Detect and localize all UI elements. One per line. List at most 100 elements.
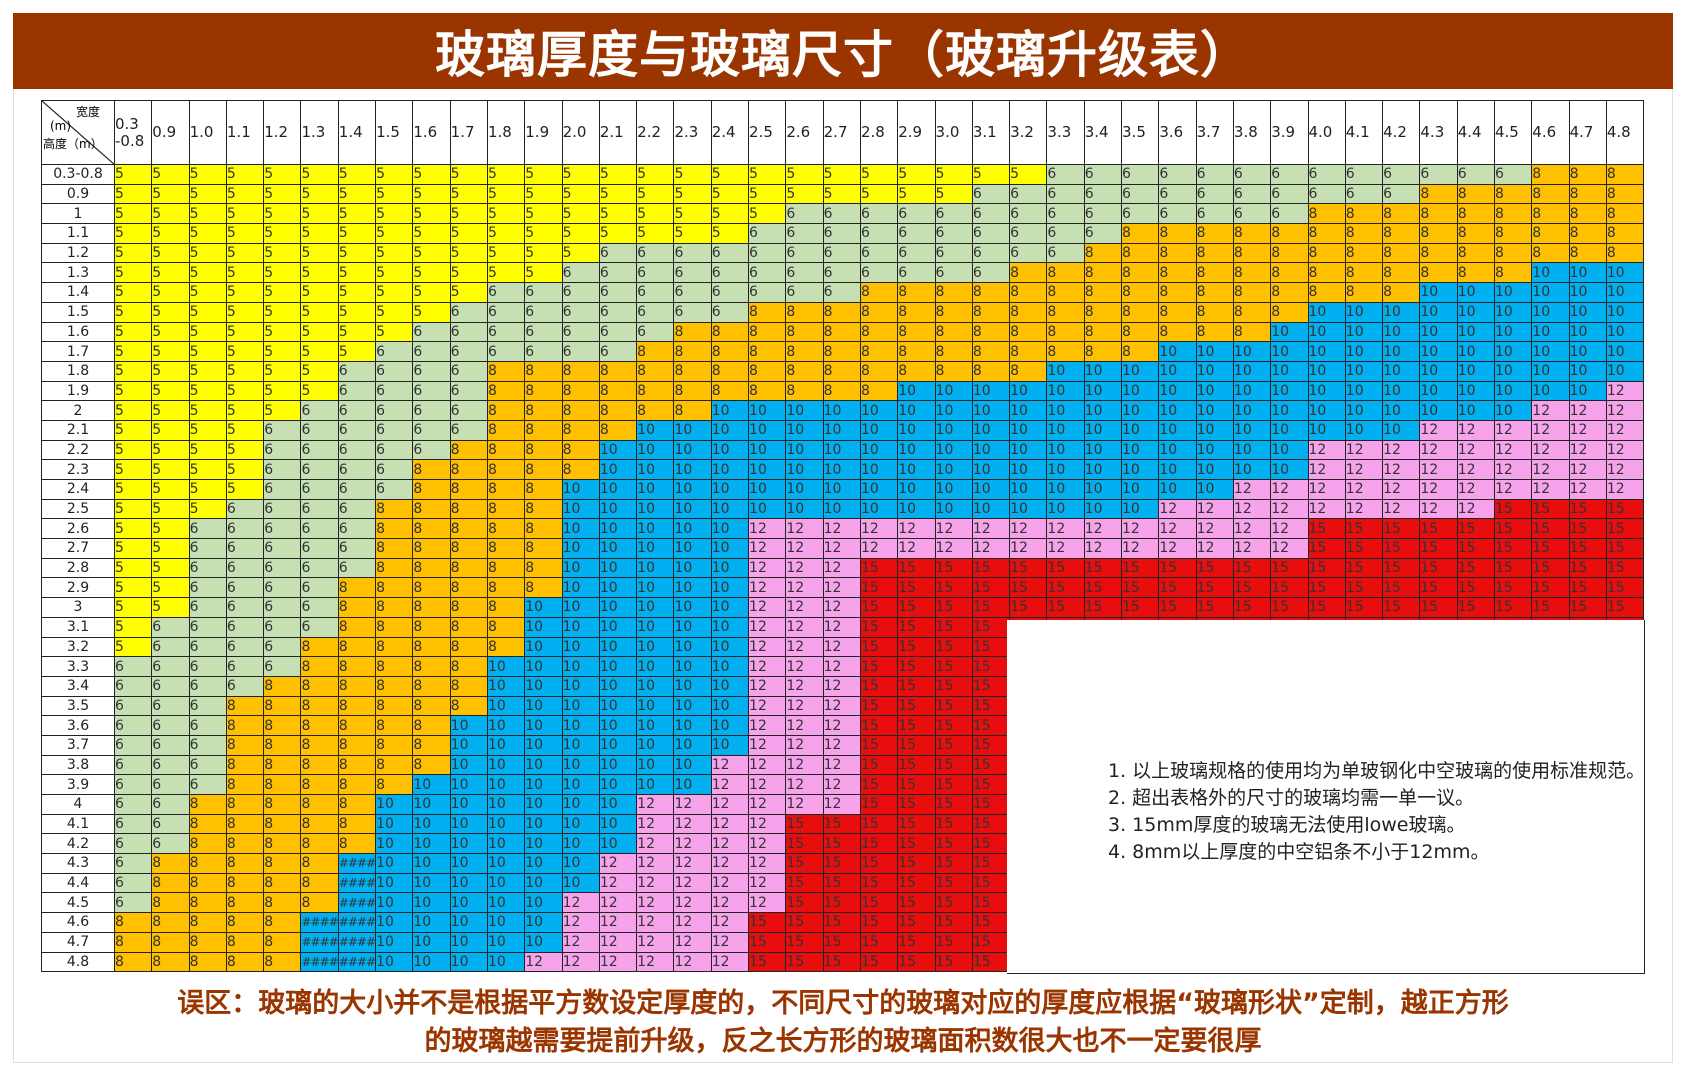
thickness-cell: 6: [710, 262, 750, 284]
thickness-cell: 12: [1307, 498, 1346, 520]
thickness-cell: 10: [673, 675, 712, 697]
row-header: 2.6: [41, 518, 115, 540]
thickness-cell: 10: [561, 616, 600, 638]
thickness-cell: 12: [1009, 518, 1048, 540]
thickness-cell: 10: [598, 597, 638, 618]
thickness-cell: 6: [449, 301, 488, 323]
table-row: 2 5 5 5 5 5 6 6 6 6 6 8 8 8 8 8 8 10 10 10 10 10 10 10 10 10 10 10 1…: [41, 400, 1645, 421]
thickness-cell: 12: [673, 813, 712, 835]
thickness-cell: 10: [486, 656, 526, 677]
thickness-cell: 15: [859, 715, 899, 736]
thickness-cell: 8: [151, 853, 190, 874]
column-header: 1.9: [524, 100, 563, 165]
row-header: 2.3: [41, 459, 115, 480]
thickness-cell: 5: [225, 439, 265, 461]
thickness-cell: 8: [449, 636, 488, 658]
thickness-cell: 10: [1270, 439, 1309, 461]
thickness-cell: 8: [188, 872, 227, 894]
thickness-cell: 6: [151, 715, 190, 736]
thickness-cell: 15: [1493, 597, 1533, 618]
thickness-cell: 15: [971, 951, 1011, 973]
thickness-cell: 10: [1531, 341, 1570, 362]
thickness-cell: 12: [1456, 459, 1495, 480]
thickness-cell: 15: [1382, 597, 1421, 618]
thickness-cell: 15: [1605, 518, 1645, 540]
thickness-cell: 6: [337, 400, 377, 421]
thickness-cell: 10: [1121, 479, 1160, 500]
thickness-cell: 8: [1382, 223, 1421, 244]
thickness-cell: 5: [337, 242, 377, 264]
thickness-cell: 8: [710, 321, 750, 343]
column-header: 4.2: [1382, 100, 1421, 165]
thickness-cell: 6: [151, 675, 190, 697]
thickness-cell: 5: [225, 282, 265, 303]
thickness-cell: 12: [1382, 439, 1421, 461]
thickness-cell: 5: [151, 459, 190, 480]
thickness-cell: 10: [1419, 282, 1458, 303]
thickness-cell: 10: [1046, 498, 1085, 520]
thickness-cell: 8: [449, 479, 488, 500]
thickness-cell: 12: [1568, 439, 1607, 461]
thickness-cell: 8: [263, 912, 302, 933]
thickness-cell: 8: [300, 675, 339, 697]
thickness-cell: 6: [188, 577, 227, 599]
thickness-cell: 8: [748, 380, 787, 402]
thickness-cell: 12: [636, 912, 675, 933]
thickness-cell: 15: [859, 774, 899, 795]
thickness-cell: 8: [225, 734, 265, 756]
thickness-cell: 6: [188, 656, 227, 677]
thickness-cell: 12: [1382, 459, 1421, 480]
thickness-cell: 8: [934, 341, 973, 362]
thickness-cell: 8: [785, 301, 824, 323]
thickness-cell: 8: [1158, 223, 1197, 244]
thickness-cell: 8: [822, 380, 861, 402]
thickness-cell: 6: [225, 675, 265, 697]
thickness-cell: 10: [598, 675, 638, 697]
thickness-cell: 12: [1195, 518, 1234, 540]
thickness-cell: 8: [263, 794, 302, 815]
thickness-cell: 8: [300, 853, 339, 874]
thickness-cell: 8: [934, 321, 973, 343]
thickness-cell: 5: [300, 321, 339, 343]
thickness-cell: 8: [1382, 203, 1421, 225]
table-body: 0.3-0.8 5 5 5 5 5 5 5 5 5 5 5 5 5 5 5 5 5 5 5 5 5 5 5 5 5 6 6 6 6 6 6 6 6…: [41, 164, 1645, 973]
thickness-cell: 8: [748, 360, 787, 382]
thickness-cell: 6: [1232, 183, 1272, 205]
thickness-cell: 10: [375, 892, 414, 914]
thickness-cell: 15: [1419, 597, 1458, 618]
thickness-cell: 10: [524, 853, 563, 874]
thickness-cell: 10: [449, 754, 488, 776]
thickness-cell: 10: [1419, 321, 1458, 343]
thickness-cell: 6: [449, 360, 488, 382]
thickness-cell: 5: [337, 321, 377, 343]
thickness-cell: 5: [151, 597, 190, 618]
thickness-cell: 6: [1493, 164, 1533, 185]
thickness-cell: 8: [561, 419, 600, 441]
thickness-cell: 6: [188, 754, 227, 776]
thickness-cell: 5: [225, 360, 265, 382]
row-header: 2.8: [41, 557, 115, 579]
thickness-cell: 5: [113, 479, 153, 500]
thickness-cell: 8: [897, 341, 936, 362]
thickness-cell: 8: [263, 734, 302, 756]
thickness-cell: 12: [710, 853, 750, 874]
thickness-cell: 8: [225, 754, 265, 776]
thickness-cell: 8: [1232, 321, 1272, 343]
thickness-cell: 10: [375, 833, 414, 855]
thickness-cell: 10: [561, 597, 600, 618]
thickness-cell: 5: [561, 223, 600, 244]
thickness-cell: 12: [1531, 459, 1570, 480]
thickness-cell: 10: [598, 538, 638, 559]
thickness-cell: 5: [449, 164, 488, 185]
thickness-cell: 5: [188, 262, 227, 284]
thickness-cell: 6: [412, 400, 451, 421]
thickness-cell: 5: [337, 183, 377, 205]
thickness-cell: 15: [1568, 538, 1607, 559]
thickness-cell: 8: [1382, 262, 1421, 284]
thickness-cell: 6: [412, 419, 451, 441]
thickness-cell: 5: [300, 301, 339, 323]
thickness-cell: 15: [897, 951, 936, 973]
thickness-cell: 12: [636, 833, 675, 855]
thickness-cell: 8: [151, 931, 190, 953]
thickness-cell: 6: [300, 439, 339, 461]
